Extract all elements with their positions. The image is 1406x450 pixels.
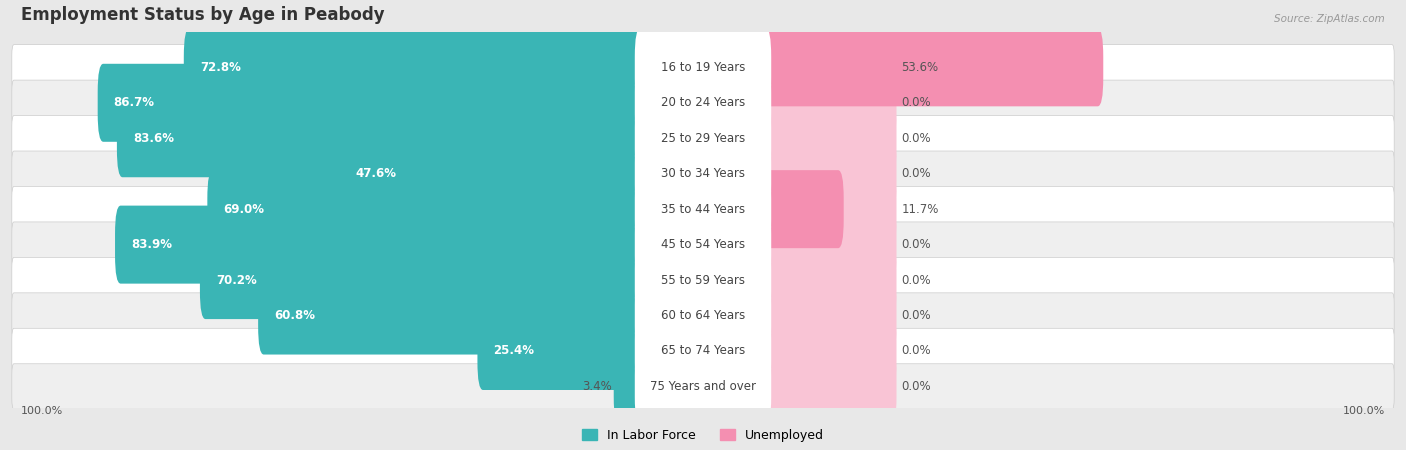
Text: 72.8%: 72.8%: [200, 61, 240, 74]
Text: 45 to 54 Years: 45 to 54 Years: [661, 238, 745, 251]
Text: 83.6%: 83.6%: [134, 132, 174, 145]
Text: Source: ZipAtlas.com: Source: ZipAtlas.com: [1274, 14, 1385, 23]
Text: 69.0%: 69.0%: [224, 202, 264, 216]
FancyBboxPatch shape: [634, 312, 772, 390]
FancyBboxPatch shape: [117, 99, 645, 177]
FancyBboxPatch shape: [11, 186, 1395, 232]
Text: 25.4%: 25.4%: [494, 345, 534, 357]
FancyBboxPatch shape: [11, 151, 1395, 196]
Text: 55 to 59 Years: 55 to 59 Years: [661, 274, 745, 287]
Text: 20 to 24 Years: 20 to 24 Years: [661, 96, 745, 109]
FancyBboxPatch shape: [200, 241, 645, 319]
Text: 0.0%: 0.0%: [901, 380, 931, 393]
Text: 75 Years and over: 75 Years and over: [650, 380, 756, 393]
FancyBboxPatch shape: [761, 64, 897, 142]
FancyBboxPatch shape: [634, 99, 772, 177]
Text: 86.7%: 86.7%: [114, 96, 155, 109]
FancyBboxPatch shape: [761, 28, 897, 106]
Text: 100.0%: 100.0%: [21, 406, 63, 416]
FancyBboxPatch shape: [11, 364, 1395, 409]
FancyBboxPatch shape: [761, 170, 844, 248]
FancyBboxPatch shape: [761, 135, 897, 213]
FancyBboxPatch shape: [340, 135, 645, 213]
FancyBboxPatch shape: [11, 80, 1395, 126]
FancyBboxPatch shape: [11, 222, 1395, 267]
FancyBboxPatch shape: [11, 257, 1395, 303]
FancyBboxPatch shape: [11, 116, 1395, 161]
Text: 65 to 74 Years: 65 to 74 Years: [661, 345, 745, 357]
Text: 0.0%: 0.0%: [901, 345, 931, 357]
FancyBboxPatch shape: [761, 312, 897, 390]
FancyBboxPatch shape: [634, 64, 772, 142]
FancyBboxPatch shape: [761, 99, 897, 177]
FancyBboxPatch shape: [184, 28, 645, 106]
FancyBboxPatch shape: [259, 277, 645, 355]
Text: 100.0%: 100.0%: [1343, 406, 1385, 416]
FancyBboxPatch shape: [634, 241, 772, 319]
FancyBboxPatch shape: [761, 241, 897, 319]
FancyBboxPatch shape: [634, 277, 772, 355]
Text: 47.6%: 47.6%: [356, 167, 396, 180]
FancyBboxPatch shape: [478, 312, 645, 390]
FancyBboxPatch shape: [97, 64, 645, 142]
Text: 0.0%: 0.0%: [901, 96, 931, 109]
FancyBboxPatch shape: [761, 277, 897, 355]
Legend: In Labor Force, Unemployed: In Labor Force, Unemployed: [576, 423, 830, 446]
Text: 70.2%: 70.2%: [217, 274, 257, 287]
FancyBboxPatch shape: [11, 328, 1395, 374]
FancyBboxPatch shape: [634, 206, 772, 284]
Text: 25 to 29 Years: 25 to 29 Years: [661, 132, 745, 145]
FancyBboxPatch shape: [761, 28, 1104, 106]
FancyBboxPatch shape: [761, 170, 897, 248]
Text: 30 to 34 Years: 30 to 34 Years: [661, 167, 745, 180]
Text: 35 to 44 Years: 35 to 44 Years: [661, 202, 745, 216]
FancyBboxPatch shape: [207, 170, 645, 248]
FancyBboxPatch shape: [761, 347, 897, 425]
Text: 0.0%: 0.0%: [901, 167, 931, 180]
Text: 53.6%: 53.6%: [901, 61, 938, 74]
FancyBboxPatch shape: [634, 347, 772, 425]
Text: 3.4%: 3.4%: [582, 380, 613, 393]
FancyBboxPatch shape: [614, 347, 645, 425]
FancyBboxPatch shape: [115, 206, 645, 284]
FancyBboxPatch shape: [634, 170, 772, 248]
Text: 60.8%: 60.8%: [274, 309, 315, 322]
FancyBboxPatch shape: [634, 28, 772, 106]
FancyBboxPatch shape: [11, 45, 1395, 90]
Text: 11.7%: 11.7%: [901, 202, 939, 216]
Text: 83.9%: 83.9%: [131, 238, 172, 251]
FancyBboxPatch shape: [11, 293, 1395, 338]
Text: 0.0%: 0.0%: [901, 238, 931, 251]
Text: 0.0%: 0.0%: [901, 274, 931, 287]
Text: 16 to 19 Years: 16 to 19 Years: [661, 61, 745, 74]
Text: 0.0%: 0.0%: [901, 309, 931, 322]
Text: Employment Status by Age in Peabody: Employment Status by Age in Peabody: [21, 6, 384, 24]
FancyBboxPatch shape: [761, 206, 897, 284]
FancyBboxPatch shape: [634, 135, 772, 213]
Text: 60 to 64 Years: 60 to 64 Years: [661, 309, 745, 322]
Text: 0.0%: 0.0%: [901, 132, 931, 145]
